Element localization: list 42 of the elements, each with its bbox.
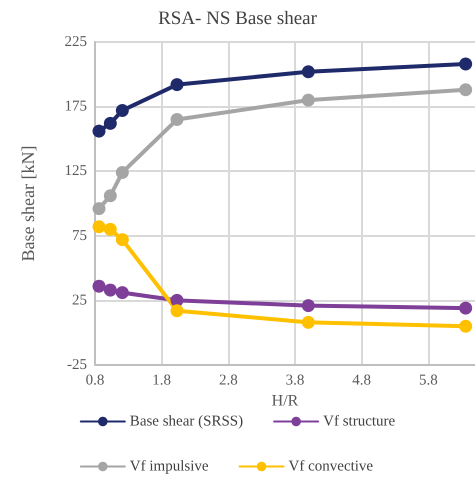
point bbox=[302, 94, 315, 107]
point bbox=[116, 166, 129, 179]
point bbox=[116, 286, 129, 300]
y-tick-label: 75 bbox=[72, 228, 87, 244]
point bbox=[170, 113, 184, 126]
legend-label: Vf impulsive bbox=[130, 458, 209, 474]
x-tick-label: 2.8 bbox=[218, 372, 238, 388]
point bbox=[170, 304, 184, 318]
x-tick-label: 1.8 bbox=[152, 372, 172, 388]
point bbox=[459, 320, 472, 333]
point bbox=[459, 302, 472, 315]
point bbox=[459, 57, 472, 70]
y-tick-label: 225 bbox=[64, 34, 87, 50]
point bbox=[116, 104, 129, 117]
point bbox=[92, 220, 106, 234]
x-tick-label: 4.8 bbox=[352, 372, 372, 388]
x-axis-title: H/R bbox=[272, 392, 299, 410]
y-tick-label: 25 bbox=[72, 292, 87, 308]
point bbox=[459, 83, 472, 96]
point bbox=[104, 284, 117, 297]
x-tick-label: 5.8 bbox=[418, 372, 438, 388]
point bbox=[116, 233, 129, 246]
y-tick-label: 125 bbox=[64, 163, 87, 180]
point bbox=[92, 124, 106, 138]
point bbox=[302, 316, 315, 329]
x-tick-label: 3.8 bbox=[286, 372, 304, 388]
point bbox=[92, 280, 106, 293]
x-tick-label: 0.8 bbox=[86, 372, 104, 388]
y-axis-title: Base shear [kN] bbox=[18, 146, 38, 262]
legend-label: Vf structure bbox=[323, 414, 396, 430]
point bbox=[302, 299, 315, 312]
y-tick-label: -25 bbox=[67, 357, 87, 373]
point bbox=[92, 202, 106, 216]
point bbox=[170, 78, 184, 92]
y-tick-label: 175 bbox=[64, 98, 87, 115]
point bbox=[104, 116, 117, 130]
point bbox=[104, 189, 117, 202]
point bbox=[104, 222, 117, 236]
point bbox=[302, 65, 315, 78]
legend-label: Vf convective bbox=[288, 458, 374, 474]
legend-label: Base shear (SRSS) bbox=[130, 414, 244, 430]
chart-title: RSA- NS Base shear bbox=[158, 8, 318, 29]
